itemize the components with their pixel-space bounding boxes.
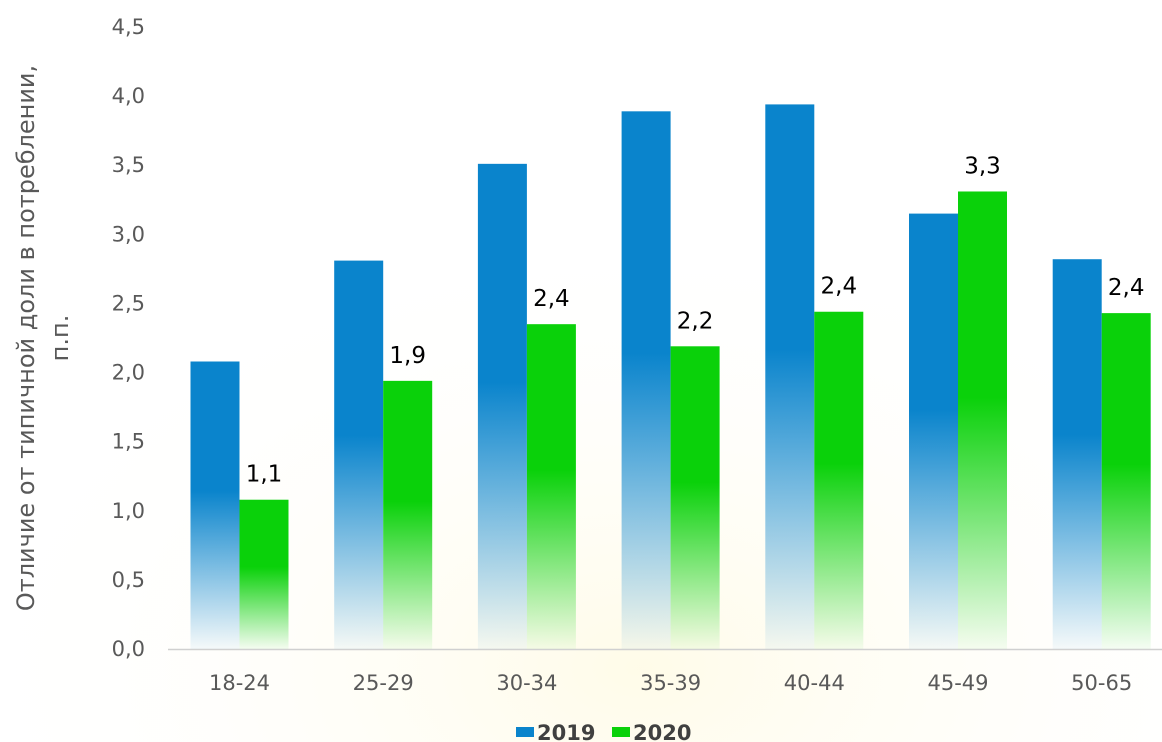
bar-2020-45-49 <box>958 191 1007 650</box>
bar-2019-30-34 <box>477 163 527 649</box>
data-label: 2,2 <box>677 308 714 334</box>
data-label: 1,1 <box>246 462 283 488</box>
y-tick-label: 1,0 <box>112 499 145 523</box>
legend-swatch-2019 <box>516 727 534 737</box>
x-tick-labels: 18-24 25-29 30-34 35-39 40-44 45-49 50-65 <box>209 671 1132 695</box>
bar-2019-25-29 <box>334 260 384 649</box>
bar-2019-35-39 <box>621 111 671 649</box>
data-label: 2,4 <box>821 274 858 300</box>
bar-2020-50-65 <box>1101 313 1151 649</box>
y-tick-label: 2,5 <box>112 291 145 315</box>
y-tick-label: 3,0 <box>112 222 145 246</box>
x-tick-label: 25-29 <box>353 671 414 695</box>
bars <box>190 104 1151 650</box>
data-labels: 1,1 1,9 2,4 2,2 2,4 3,3 2,4 <box>246 153 1145 487</box>
data-label: 2,4 <box>1108 275 1145 301</box>
x-tick-label: 18-24 <box>209 671 270 695</box>
bar-2019-45-49 <box>909 213 958 649</box>
x-tick-label: 45-49 <box>927 671 988 695</box>
bar-2020-18-24 <box>239 499 289 649</box>
bar-2020-40-44 <box>814 311 864 649</box>
y-axis-title-line: п.п. <box>46 315 74 362</box>
x-tick-label: 30-34 <box>496 671 557 695</box>
data-label: 3,3 <box>964 153 1001 179</box>
bar-2020-30-34 <box>526 324 576 649</box>
data-label: 1,9 <box>389 343 426 369</box>
legend-swatch-2020 <box>612 727 630 737</box>
y-tick-label: 2,0 <box>112 361 145 385</box>
bar-2020-25-29 <box>383 380 433 649</box>
y-tick-label: 0,0 <box>112 637 145 661</box>
x-tick-label: 35-39 <box>640 671 701 695</box>
x-tick-label: 40-44 <box>784 671 845 695</box>
data-label: 2,4 <box>533 286 570 312</box>
y-tick-label: 3,5 <box>112 153 145 177</box>
bar-2019-40-44 <box>765 104 815 650</box>
y-tick-label: 4,0 <box>112 84 145 108</box>
y-tick-label: 1,5 <box>112 430 145 454</box>
bar-2019-18-24 <box>190 361 240 649</box>
y-tick-labels: 0,0 0,5 1,0 1,5 2,0 2,5 3,0 3,5 4,0 4,5 <box>112 15 145 661</box>
legend-label-2020: 2020 <box>633 721 691 742</box>
y-axis-title-line: Отличие от типичной доли в потреблении, <box>12 65 40 611</box>
bar-2020-35-39 <box>670 346 720 649</box>
x-tick-label: 50-65 <box>1071 671 1132 695</box>
legend-label-2019: 2019 <box>537 721 595 742</box>
y-axis-title: Отличие от типичной доли в потреблении, п… <box>12 65 74 611</box>
legend: 2019 2020 <box>516 721 691 742</box>
y-tick-label: 4,5 <box>112 15 145 39</box>
y-tick-label: 0,5 <box>112 568 145 592</box>
bar-2019-50-65 <box>1052 259 1102 649</box>
